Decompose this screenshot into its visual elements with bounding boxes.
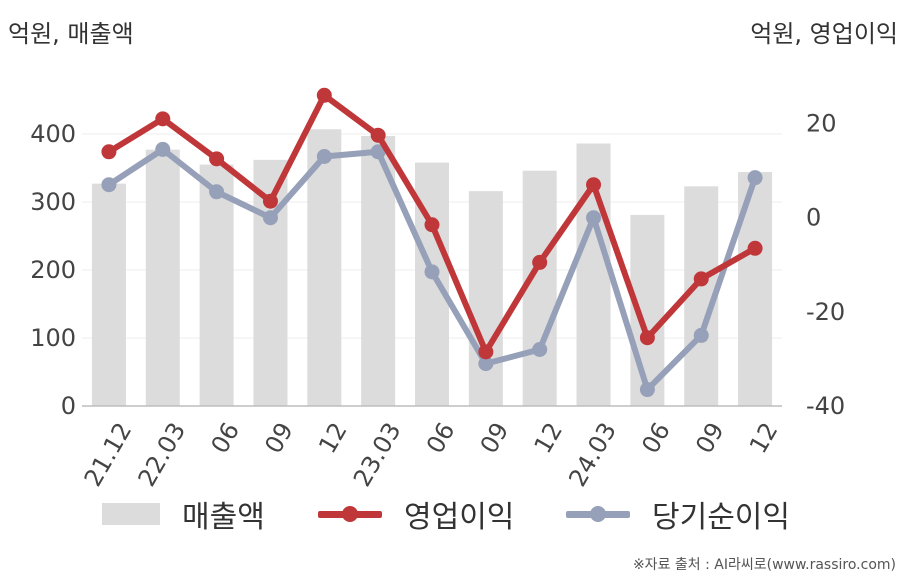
- source-note: ※자료 출처 : AI라씨로(www.rassiro.com): [632, 557, 896, 573]
- legend-item-revenue: 매출액: [102, 494, 265, 535]
- x-axis-tick-label: 12: [529, 418, 569, 458]
- bar-revenue: [307, 129, 342, 407]
- point-operating-profit: [586, 177, 602, 193]
- legend-swatch-operating-profit: [318, 503, 382, 525]
- right-axis-unit-label: 억원, 영업이익: [750, 20, 898, 48]
- bar-series-revenue: [91, 129, 773, 407]
- point-net-income: [586, 210, 602, 226]
- left-axis-unit-label: 억원, 매출액: [8, 20, 134, 48]
- bar-revenue: [415, 162, 449, 406]
- bar-revenue: [522, 170, 557, 406]
- point-net-income: [101, 177, 117, 193]
- x-axis-tick-label: 23.03: [348, 418, 407, 492]
- x-axis-tick-label: 09: [475, 418, 515, 458]
- legend-label-revenue: 매출액: [182, 500, 265, 535]
- point-operating-profit: [532, 254, 548, 270]
- right-axis-tick-label: -40: [806, 392, 845, 420]
- x-axis-tick-label: 09: [690, 418, 730, 458]
- left-axis-tick-label: 300: [30, 188, 76, 216]
- point-net-income: [370, 144, 386, 160]
- point-net-income: [209, 184, 225, 200]
- point-operating-profit: [316, 87, 332, 103]
- point-operating-profit: [101, 144, 117, 160]
- bar-revenue: [91, 183, 126, 406]
- legend-item-net-income: 당기순이익: [566, 494, 790, 535]
- point-net-income: [693, 327, 709, 343]
- bar-revenue: [468, 191, 503, 406]
- point-net-income: [424, 264, 440, 280]
- point-operating-profit: [478, 344, 494, 360]
- point-net-income: [262, 210, 278, 226]
- line-series: [101, 87, 763, 398]
- point-operating-profit: [747, 240, 763, 256]
- legend-item-operating-profit: 영업이익: [318, 494, 515, 535]
- point-net-income: [747, 170, 763, 186]
- point-operating-profit: [424, 217, 440, 233]
- right-axis-tick-label: 0: [806, 204, 821, 232]
- left-axis-tick-label: 100: [30, 324, 76, 352]
- point-operating-profit: [639, 330, 655, 346]
- point-operating-profit: [155, 111, 171, 127]
- legend-swatch-net-income: [566, 503, 630, 525]
- legend-swatch-revenue: [102, 503, 160, 525]
- point-net-income: [478, 356, 494, 372]
- legend-label-net-income: 당기순이익: [652, 500, 790, 535]
- left-axis-tick-label: 400: [30, 120, 76, 148]
- x-axis-tick-label: 24.03: [563, 418, 622, 492]
- point-operating-profit: [262, 193, 278, 209]
- point-net-income: [316, 148, 332, 164]
- right-axis-tick-label: -20: [806, 298, 845, 326]
- left-axis-tick-label: 200: [30, 256, 76, 284]
- x-axis-tick-label: 12: [313, 418, 353, 458]
- point-operating-profit: [370, 127, 386, 143]
- left-axis-tick-label: 0: [61, 392, 76, 420]
- x-axis-tick-label: 06: [206, 418, 246, 458]
- right-axis-tick-label: 20: [806, 110, 837, 138]
- x-axis-tick-label: 22.03: [133, 418, 192, 492]
- point-net-income: [532, 342, 548, 358]
- point-net-income: [639, 382, 655, 398]
- point-operating-profit: [693, 271, 709, 287]
- x-axis-tick-label: 06: [636, 418, 676, 458]
- point-operating-profit: [209, 151, 225, 167]
- x-axis-tick-label: 09: [259, 418, 299, 458]
- legend-label-operating-profit: 영업이익: [404, 500, 515, 535]
- x-axis-tick-label: 21.12: [79, 418, 138, 492]
- x-axis-tick-label: 06: [421, 418, 461, 458]
- bar-revenue: [199, 164, 234, 406]
- legend: 매출액 영업이익 당기순이익: [0, 494, 908, 535]
- x-axis-tick-label: 12: [744, 418, 784, 458]
- bar-revenue: [145, 149, 180, 406]
- point-net-income: [155, 141, 171, 157]
